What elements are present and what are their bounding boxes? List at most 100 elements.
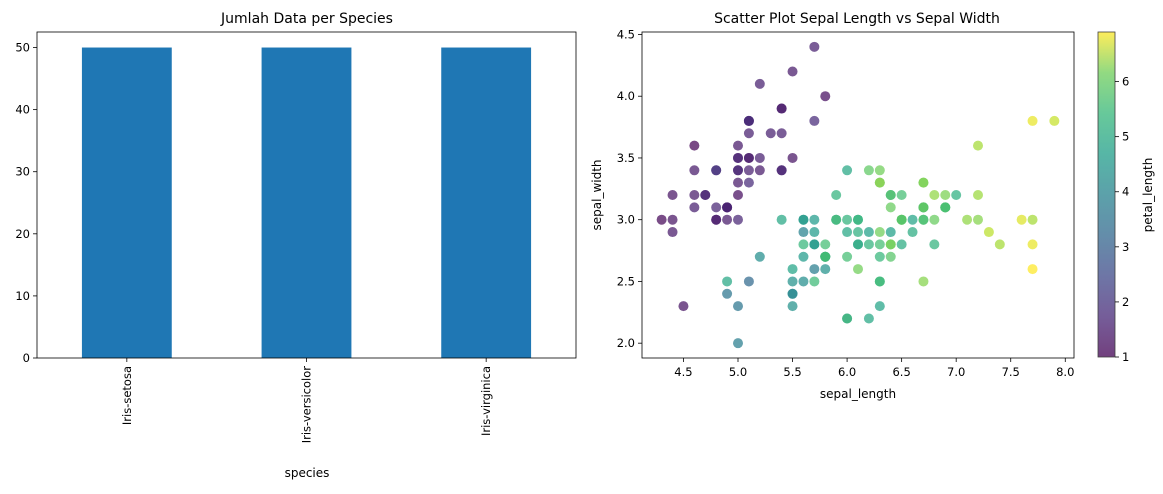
scatter-point <box>809 276 820 287</box>
colorbar-axis: 1 2 3 4 5 6 <box>1115 75 1129 364</box>
scatter-point <box>733 140 743 151</box>
scatter-point <box>743 165 754 176</box>
scatter-point <box>863 165 874 176</box>
scatter-point <box>743 128 754 139</box>
scatter-point <box>885 251 896 262</box>
scatter-x-tick-label: 5.5 <box>783 365 801 379</box>
scatter-point <box>874 251 885 262</box>
scatter-point <box>689 165 700 176</box>
scatter-point <box>853 227 863 238</box>
scatter-point <box>733 165 743 176</box>
scatter-plot-frame <box>641 31 1075 359</box>
scatter-point <box>689 140 700 151</box>
scatter-point <box>754 78 765 89</box>
scatter-x-tick-label: 6.0 <box>838 365 856 379</box>
scatter-point <box>994 239 1005 250</box>
scatter-y-tick-label: 4.5 <box>617 27 635 41</box>
scatter-point <box>798 276 809 287</box>
bar <box>441 47 532 359</box>
colorbar-tick-label: 2 <box>1122 295 1129 309</box>
scatter-point <box>874 165 885 176</box>
colorbar-tick-label: 6 <box>1122 75 1129 89</box>
bar-x-tick-label: Iris-versicolor <box>300 366 314 444</box>
scatter-point <box>776 214 787 225</box>
scatter-point <box>874 239 885 250</box>
scatter-x-tick-label: 7.0 <box>947 365 965 379</box>
scatter-point <box>820 239 831 250</box>
scatter-point <box>776 165 787 176</box>
scatter-point <box>853 239 863 250</box>
scatter-point <box>831 214 842 225</box>
scatter-point <box>1027 214 1038 225</box>
scatter-point <box>754 251 765 262</box>
scatter-point <box>743 276 754 287</box>
scatter-x-tick-label: 7.5 <box>1002 365 1020 379</box>
colorbar-tick-label: 5 <box>1122 130 1129 144</box>
scatter-point <box>885 202 896 213</box>
scatter-point <box>809 115 820 126</box>
scatter-point <box>689 202 700 213</box>
scatter-point <box>820 91 831 102</box>
scatter-point <box>798 214 809 225</box>
scatter-point <box>918 202 929 213</box>
scatter-point <box>787 264 798 275</box>
scatter-point <box>722 202 733 213</box>
scatter-point <box>711 202 722 213</box>
scatter-point <box>743 152 754 163</box>
scatter-point <box>1027 239 1038 250</box>
bar-y-tick-label: 40 <box>15 103 30 117</box>
scatter-point <box>863 239 874 250</box>
scatter-point <box>733 152 743 163</box>
bar-y-tick-label: 50 <box>15 41 30 55</box>
scatter-point <box>842 165 853 176</box>
bar <box>261 47 352 359</box>
scatter-series <box>656 41 1060 349</box>
scatter-point <box>798 239 809 250</box>
scatter-point <box>929 239 940 250</box>
scatter-point <box>874 177 885 188</box>
scatter-point <box>929 190 940 200</box>
scatter-point <box>787 276 798 287</box>
bar-x-axis: Iris-setosa Iris-versicolor Iris-virginica <box>120 358 493 443</box>
scatter-point <box>874 301 885 312</box>
scatter-point <box>885 227 896 238</box>
scatter-y-tick-label: 2.0 <box>617 336 635 350</box>
scatter-point <box>667 214 678 225</box>
scatter-point <box>733 190 743 200</box>
scatter-point <box>722 276 733 287</box>
scatter-point <box>951 190 962 200</box>
bar-chart-title: Jumlah Data per Species <box>220 11 393 27</box>
scatter-point <box>918 276 929 287</box>
scatter-point <box>831 190 842 200</box>
scatter-point <box>711 165 722 176</box>
scatter-point <box>809 239 820 250</box>
scatter-point <box>874 276 885 287</box>
scatter-point <box>787 152 798 163</box>
scatter-point <box>809 214 820 225</box>
scatter-point <box>896 214 907 225</box>
scatter-point <box>820 264 831 275</box>
scatter-y-tick-label: 4.0 <box>617 89 635 103</box>
bar-y-tick-label: 30 <box>15 165 30 179</box>
scatter-point <box>754 152 765 163</box>
scatter-y-tick-label: 3.5 <box>617 151 635 165</box>
scatter-point <box>787 66 798 77</box>
scatter-point <box>842 214 853 225</box>
scatter-point <box>918 177 929 188</box>
scatter-point <box>853 264 863 275</box>
scatter-point <box>1016 214 1027 225</box>
scatter-x-tick-label: 4.5 <box>674 365 692 379</box>
scatter-point <box>733 214 743 225</box>
scatter-x-tick-label: 5.0 <box>729 365 747 379</box>
scatter-point <box>842 251 853 262</box>
scatter-point <box>940 202 951 213</box>
scatter-point <box>842 227 853 238</box>
scatter-point <box>940 190 951 200</box>
scatter-point <box>973 140 983 151</box>
scatter-chart: Scatter Plot Sepal Length vs Sepal Width… <box>590 11 1074 401</box>
scatter-point <box>820 251 831 262</box>
scatter-point <box>962 214 973 225</box>
scatter-y-tick-label: 2.5 <box>617 274 635 288</box>
bar-chart: Jumlah Data per Species 0 10 20 30 40 50 Iris… <box>15 11 577 480</box>
scatter-point <box>787 301 798 312</box>
